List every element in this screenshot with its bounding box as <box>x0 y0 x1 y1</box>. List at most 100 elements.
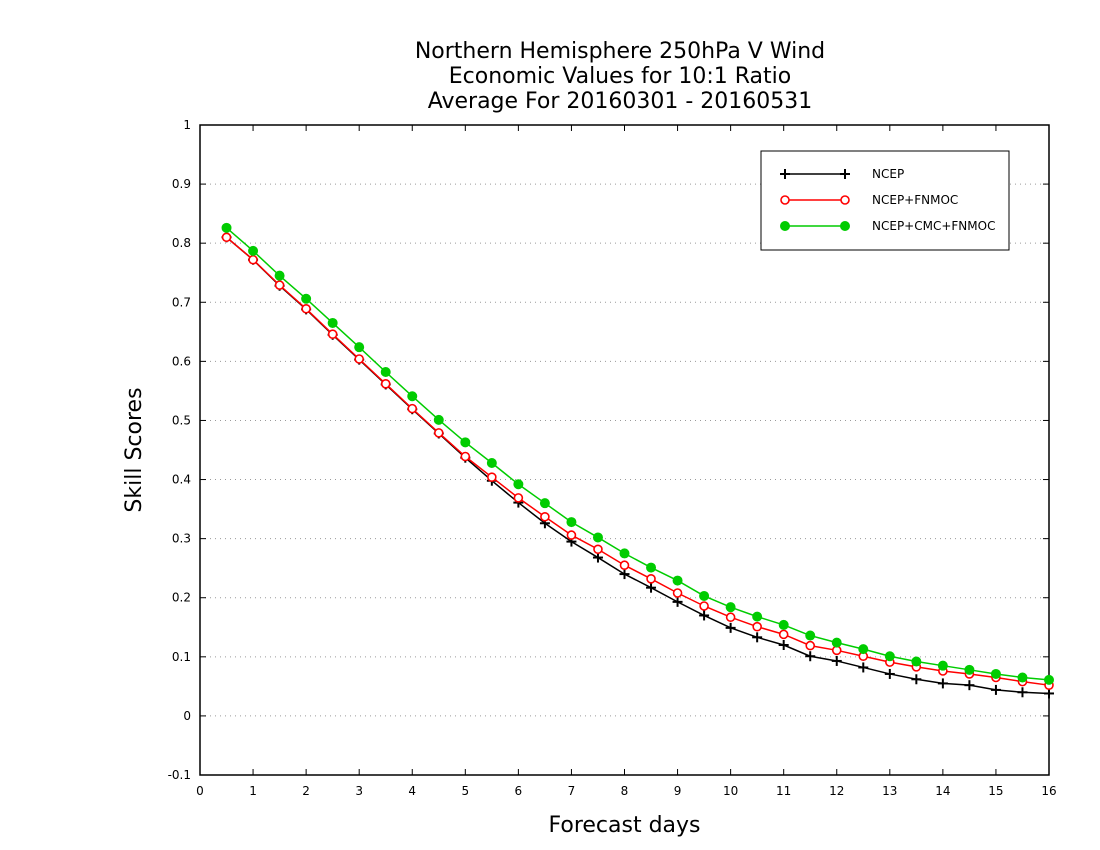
data-point <box>619 560 630 571</box>
data-point <box>487 472 497 482</box>
title-line-2: Economic Values for 10:1 Ratio <box>449 64 791 89</box>
data-point <box>911 656 922 667</box>
data-point <box>486 458 497 468</box>
legend-item: NCEP+FNMOC <box>780 193 958 207</box>
x-tick-label: 2 <box>302 784 310 798</box>
data-point <box>327 329 338 339</box>
y-tick-label: 0.4 <box>172 473 191 487</box>
data-point <box>301 293 312 304</box>
legend-marker <box>840 221 850 231</box>
data-point <box>539 498 550 509</box>
data-point <box>964 664 975 675</box>
x-tick-label: 12 <box>829 784 844 798</box>
data-point <box>274 270 285 281</box>
data-point <box>646 582 657 593</box>
legend-marker <box>780 169 790 179</box>
data-point <box>778 629 789 640</box>
data-point <box>433 428 444 438</box>
data-point <box>460 437 471 448</box>
legend-label: NCEP <box>872 167 904 181</box>
series-line <box>226 236 1050 686</box>
x-tick-label: 13 <box>882 784 897 798</box>
y-tick-label: 0.1 <box>172 650 191 664</box>
data-point <box>354 354 364 364</box>
data-point <box>884 668 895 679</box>
legend-marker <box>840 169 850 179</box>
y-tick-label: 0.6 <box>172 354 191 368</box>
x-tick-label: 16 <box>1041 784 1056 798</box>
x-tick-label: 7 <box>568 784 576 798</box>
legend-marker <box>780 221 790 231</box>
series-ncep <box>221 232 1054 699</box>
y-tick-label: 0.2 <box>172 591 191 605</box>
x-tick-label: 3 <box>355 784 363 798</box>
data-point <box>619 548 630 559</box>
legend-label: NCEP+FNMOC <box>872 193 958 207</box>
title-line-1: Northern Hemisphere 250hPa V Wind <box>415 39 825 64</box>
data-point <box>725 622 736 633</box>
y-tick-label: 1 <box>183 118 191 132</box>
data-point <box>725 612 736 623</box>
x-tick-label: 15 <box>988 784 1003 798</box>
data-point <box>619 569 630 580</box>
data-point <box>884 651 895 662</box>
data-point <box>354 342 365 353</box>
data-point <box>221 232 232 243</box>
data-point <box>937 660 948 671</box>
data-point <box>460 451 471 462</box>
data-point <box>699 610 710 621</box>
y-tick-label: 0.5 <box>172 413 191 427</box>
data-point <box>699 601 709 611</box>
x-tick-label: 0 <box>196 784 204 798</box>
data-point <box>407 403 418 414</box>
series-ncep-cmc-fnmoc <box>221 222 1054 685</box>
x-tick-label: 1 <box>249 784 257 798</box>
data-point <box>380 367 391 377</box>
data-point <box>937 678 948 689</box>
data-point <box>248 245 259 256</box>
x-tick-label: 10 <box>723 784 738 798</box>
data-point <box>1017 672 1028 683</box>
data-point <box>858 644 869 655</box>
data-point <box>964 680 975 691</box>
legend-marker <box>840 195 850 205</box>
legend-item: NCEP <box>780 167 904 181</box>
data-point <box>752 611 763 622</box>
data-point <box>646 562 657 573</box>
legend-label: NCEP+CMC+FNMOC <box>872 219 995 233</box>
data-point <box>1017 687 1028 698</box>
data-point <box>1044 674 1054 685</box>
data-point <box>592 552 603 563</box>
data-point <box>858 662 869 673</box>
data-point <box>672 596 683 607</box>
data-point <box>301 303 311 314</box>
data-point <box>831 637 842 648</box>
y-tick-label: 0.8 <box>172 236 191 250</box>
data-point <box>1044 688 1054 699</box>
y-tick-label: 0.7 <box>172 295 191 309</box>
data-point <box>831 655 842 666</box>
data-point <box>699 590 710 601</box>
x-axis-label: Forecast days <box>548 813 700 838</box>
data-point <box>274 280 285 290</box>
data-point <box>407 391 418 402</box>
data-point <box>646 574 656 584</box>
data-point <box>752 632 763 643</box>
data-point <box>672 588 683 598</box>
title-line-3: Average For 20160301 - 20160531 <box>428 89 813 114</box>
x-tick-label: 8 <box>621 784 629 798</box>
data-point <box>725 602 736 613</box>
series-line <box>226 236 1050 695</box>
data-point <box>752 621 762 632</box>
y-tick-label: 0 <box>183 709 191 723</box>
data-point <box>778 619 789 630</box>
data-point <box>672 575 683 586</box>
series-lines <box>221 222 1054 699</box>
data-point <box>911 674 922 685</box>
data-point <box>990 668 1001 679</box>
data-point <box>778 640 789 650</box>
data-point <box>805 630 816 641</box>
series-ncep-fnmoc <box>221 232 1054 690</box>
x-tick-label: 14 <box>935 784 950 798</box>
